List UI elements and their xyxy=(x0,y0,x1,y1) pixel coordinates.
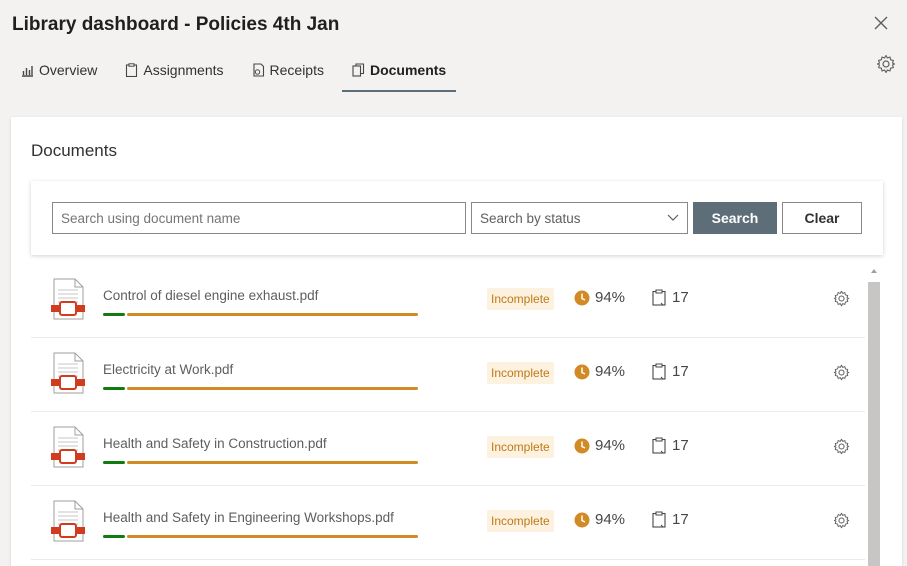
tab-label: Documents xyxy=(369,62,447,78)
list-item[interactable]: Electricity at Work.pdf Incomplete 94% 1… xyxy=(31,338,865,412)
clipboard-icon xyxy=(126,63,138,77)
percent-readout: 94% xyxy=(574,289,625,306)
status-badge: Incomplete xyxy=(487,288,554,310)
document-list: Control of diesel engine exhaust.pdf Inc… xyxy=(31,264,865,566)
clipboard-icon xyxy=(652,289,666,306)
search-panel: Search by status Search Clear xyxy=(31,181,883,255)
percent-value: 94% xyxy=(595,437,626,454)
gear-icon[interactable] xyxy=(833,364,850,381)
percent-readout: 94% xyxy=(574,437,625,454)
list-item[interactable]: Health and Safety in Construction.pdf In… xyxy=(31,412,865,486)
assignment-count: 17 xyxy=(652,437,689,454)
status-badge: Incomplete xyxy=(487,436,554,458)
percent-value: 94% xyxy=(595,289,626,306)
documents-panel: Documents Search by status Search Clear … xyxy=(11,117,902,566)
list-item[interactable]: Health and Safety in Engineering Worksho… xyxy=(31,486,865,560)
clock-icon xyxy=(574,438,590,453)
list-item[interactable]: Control of diesel engine exhaust.pdf Inc… xyxy=(31,264,865,338)
pdf-file-icon xyxy=(51,352,85,394)
close-icon[interactable] xyxy=(872,14,890,32)
assignment-count: 17 xyxy=(652,363,689,380)
count-value: 17 xyxy=(672,363,689,380)
progress-incomplete xyxy=(127,535,418,538)
clock-icon xyxy=(574,290,590,305)
scrollbar[interactable] xyxy=(867,264,881,566)
progress-incomplete xyxy=(127,313,418,316)
clear-button[interactable]: Clear xyxy=(782,202,862,234)
tab-label: Receipts xyxy=(269,62,324,78)
count-value: 17 xyxy=(672,289,689,306)
document-name[interactable]: Health and Safety in Construction.pdf xyxy=(103,436,327,451)
gear-icon[interactable] xyxy=(833,290,850,307)
chart-icon xyxy=(22,66,33,77)
status-placeholder: Search by status xyxy=(480,210,581,226)
clock-icon xyxy=(574,364,590,379)
progress-complete xyxy=(103,313,125,316)
pdf-file-icon xyxy=(51,278,85,320)
progress-incomplete xyxy=(127,461,418,464)
status-badge: Incomplete xyxy=(487,362,554,384)
tab-label: Overview xyxy=(39,62,98,78)
assignment-count: 17 xyxy=(652,511,689,528)
percent-value: 94% xyxy=(595,363,626,380)
document-name-input[interactable] xyxy=(52,202,466,234)
document-name[interactable]: Control of diesel engine exhaust.pdf xyxy=(103,288,319,303)
tab-receipts[interactable]: Receipts xyxy=(242,52,334,88)
clipboard-icon xyxy=(652,363,666,380)
gear-icon[interactable] xyxy=(833,438,850,455)
clipboard-icon xyxy=(652,437,666,454)
document-name[interactable]: Electricity at Work.pdf xyxy=(103,362,234,377)
page-title: Library dashboard - Policies 4th Jan xyxy=(12,14,340,35)
section-title: Documents xyxy=(31,141,117,160)
tab-label: Assignments xyxy=(143,62,224,78)
gear-icon[interactable] xyxy=(876,54,896,74)
search-button[interactable]: Search xyxy=(693,202,777,234)
progress-complete xyxy=(103,461,125,464)
gear-icon[interactable] xyxy=(833,512,850,529)
tab-documents[interactable]: Documents xyxy=(341,52,457,92)
scroll-up-arrow[interactable] xyxy=(867,268,881,278)
pdf-file-icon xyxy=(51,500,85,542)
status-badge: Incomplete xyxy=(487,510,554,532)
tab-assignments[interactable]: Assignments xyxy=(115,52,233,88)
progress-incomplete xyxy=(127,387,418,390)
status-dropdown[interactable]: Search by status xyxy=(471,202,688,234)
tab-overview[interactable]: Overview xyxy=(12,52,107,88)
progress-complete xyxy=(103,535,125,538)
percent-readout: 94% xyxy=(574,511,625,528)
tab-bar: Overview Assignments Receipts Documents xyxy=(12,52,464,92)
count-value: 17 xyxy=(672,437,689,454)
chevron-down-icon xyxy=(667,214,679,221)
clipboard-icon xyxy=(652,511,666,528)
percent-value: 94% xyxy=(595,511,626,528)
document-name[interactable]: Health and Safety in Engineering Worksho… xyxy=(103,510,394,525)
progress-complete xyxy=(103,387,125,390)
receipt-icon xyxy=(252,63,264,77)
clock-icon xyxy=(574,512,590,527)
pdf-file-icon xyxy=(51,426,85,468)
scrollbar-thumb[interactable] xyxy=(868,282,880,566)
count-value: 17 xyxy=(672,511,689,528)
assignment-count: 17 xyxy=(652,289,689,306)
percent-readout: 94% xyxy=(574,363,625,380)
documents-icon xyxy=(352,63,365,77)
